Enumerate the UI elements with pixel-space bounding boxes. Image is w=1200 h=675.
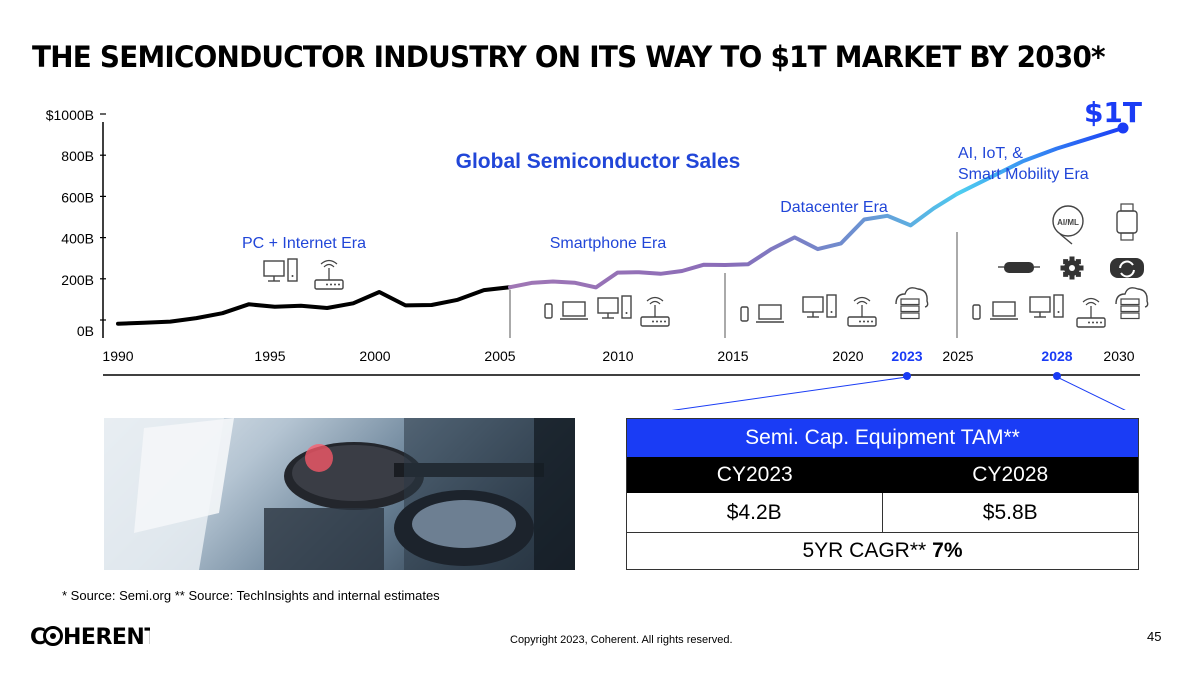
source-footnote: * Source: Semi.org ** Source: TechInsigh… — [62, 588, 440, 603]
tam-year-row: CY2023 CY2028 — [627, 457, 1138, 493]
smartphone-icon — [972, 304, 981, 320]
end-point-marker — [1117, 122, 1129, 134]
era-label-2: Smartphone Era — [550, 235, 667, 252]
x-tick-label: 2005 — [484, 348, 515, 364]
semiconductor-sales-chart: 0B 200B 400B 600B 800B $1000B 1990 1995 2000 2005… — [46, 96, 1149, 410]
cloud-server-icon — [895, 287, 929, 320]
cagr-value: 7% — [932, 539, 963, 562]
copyright-notice: Copyright 2023, Coherent. All rights res… — [510, 634, 733, 646]
coherent-logo: C HERENT — [30, 625, 150, 650]
end-label-1t: $1T — [1084, 96, 1142, 129]
wifi-router-icon — [1076, 297, 1106, 328]
cloud-server-icon — [1115, 287, 1149, 320]
connector-2023 — [671, 376, 908, 410]
sales-line-era-3 — [723, 191, 959, 267]
tam-year-2023: CY2023 — [716, 463, 793, 486]
desktop-computer-icon — [802, 294, 837, 318]
y-tick-label: 200B — [61, 272, 94, 288]
svg-text:C: C — [30, 625, 46, 650]
smartphone-icon — [544, 303, 553, 319]
laptop-icon — [756, 304, 784, 323]
sales-line-era-2 — [508, 262, 727, 290]
wifi-router-icon — [847, 296, 877, 327]
tam-value-2023: $4.2B — [627, 493, 883, 532]
page-number: 45 — [1147, 629, 1162, 644]
era-label-3: Datacenter Era — [780, 199, 888, 216]
sales-line-era-4 — [955, 126, 1125, 196]
x-tick-label: 1990 — [102, 348, 133, 364]
y-tick-label: 400B — [61, 231, 94, 247]
tam-value-row: $4.2B $5.8B — [627, 493, 1138, 533]
tam-cagr-row: 5YR CAGR** 7% — [627, 533, 1138, 569]
timeline-marker — [903, 372, 911, 380]
connector-2028 — [1056, 376, 1126, 410]
gear-icon — [1060, 256, 1084, 280]
laptop-icon — [990, 301, 1018, 320]
x-tick-label: 2015 — [717, 348, 748, 364]
tam-value-2028: $5.8B — [982, 500, 1038, 524]
ai-ml-head-icon: AI/ML — [1052, 205, 1084, 245]
desktop-computer-icon — [1029, 294, 1064, 318]
semiconductor-wafer-robot-photo — [104, 418, 575, 570]
svg-text:HERENT: HERENT — [63, 625, 150, 650]
sales-line-era-1 — [116, 285, 512, 326]
smartwatch-icon — [1116, 203, 1138, 241]
wafer-robot-illustration — [104, 418, 575, 570]
vr-headset-icon — [998, 262, 1040, 273]
desktop-computer-icon — [597, 295, 632, 319]
ai-ml-text: AI/ML — [1057, 218, 1079, 227]
desktop-computer-icon — [263, 258, 298, 282]
wifi-router-icon — [640, 296, 670, 327]
era-label-1: PC + Internet Era — [242, 235, 366, 252]
x-tick-label: 2023 — [891, 348, 922, 364]
y-tick-label: 800B — [61, 148, 94, 164]
x-tick-label: 2028 — [1041, 348, 1072, 364]
semi-cap-equipment-tam-table: Semi. Cap. Equipment TAM** CY2023 CY2028… — [626, 418, 1139, 570]
chart-title: Global Semiconductor Sales — [456, 150, 741, 173]
laptop-icon — [560, 301, 588, 320]
smartphone-icon — [740, 306, 749, 322]
x-tick-label: 2020 — [832, 348, 863, 364]
y-tick-label: 0B — [77, 323, 94, 339]
x-tick-label: 2030 — [1103, 348, 1134, 364]
x-tick-label: 2025 — [942, 348, 973, 364]
cagr-label: 5YR CAGR** — [802, 539, 927, 562]
y-tick-label: 600B — [61, 189, 94, 205]
slide-title: THE SEMICONDUCTOR INDUSTRY ON ITS WAY TO… — [32, 40, 1106, 74]
x-tick-label: 1995 — [254, 348, 285, 364]
x-tick-label: 2010 — [602, 348, 633, 364]
x-tick-label: 2000 — [359, 348, 390, 364]
tam-year-2028: CY2028 — [972, 463, 1049, 486]
y-tick-label: $1000B — [46, 107, 94, 123]
sync-badge-icon — [1110, 258, 1144, 278]
tam-table-header: Semi. Cap. Equipment TAM** — [627, 419, 1138, 457]
wifi-router-icon — [314, 259, 344, 290]
era-label-4: AI, IoT, & Smart Mobility Era — [958, 145, 1089, 183]
